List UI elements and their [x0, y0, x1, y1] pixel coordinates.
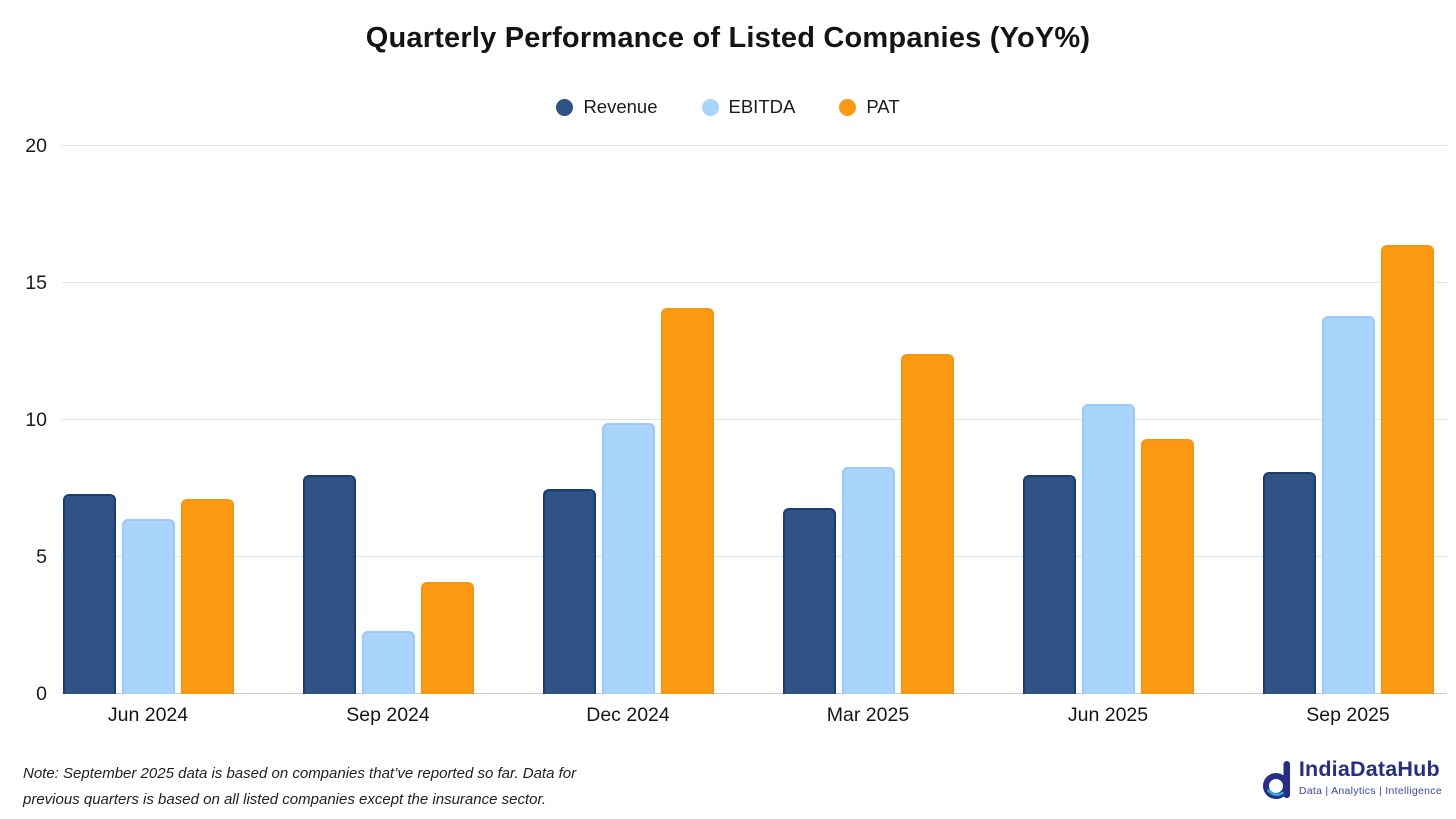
bar-pat-sep-2025	[1380, 244, 1434, 694]
bar-revenue-jun-2025	[1022, 474, 1076, 694]
chart-footnote: Note: September 2025 data is based on co…	[23, 761, 576, 813]
x-axis-tick-label-sep-2024: Sep 2024	[346, 704, 430, 726]
x-axis-tick-label-jun-2024: Jun 2024	[107, 704, 189, 726]
bar-ebitda-mar-2025	[841, 466, 895, 694]
plot-area: Jun 2024 Sep 2024 Dec 2024 Mar 2025 Jun 2025…	[62, 145, 1447, 726]
logo-name: IndiaDataHub	[1298, 757, 1440, 781]
logo-text: IndiaDataHub Data | Analytics | Intellig…	[1299, 757, 1442, 797]
bar-ebitda-jun-2025	[1081, 403, 1135, 694]
legend-item-pat: PAT	[839, 96, 900, 118]
legend-item-ebitda: EBITDA	[701, 96, 796, 118]
y-axis-tick-label-15: 15	[25, 272, 47, 294]
bar-revenue-mar-2025	[782, 507, 836, 694]
bar-pat-jun-2024	[180, 499, 234, 694]
bar-group-sep-2025: Sep 2025	[1262, 146, 1434, 726]
bar-pat-mar-2025	[900, 354, 954, 694]
pat-legend-dot-icon	[839, 98, 857, 116]
gridline-y-20	[62, 145, 1447, 146]
bar-ebitda-sep-2025	[1321, 315, 1375, 694]
logo-tagline: Data | Analytics | Intelligence	[1298, 785, 1442, 797]
bar-revenue-sep-2024	[302, 474, 356, 694]
bar-group-jun-2024: Jun 2024	[62, 146, 234, 726]
x-axis-tick-label-sep-2025: Sep 2025	[1306, 704, 1390, 726]
legend: Revenue EBITDA PAT	[0, 96, 1456, 118]
gridline-y-10	[62, 419, 1447, 420]
y-axis-labels: 0 5 10 15 20	[0, 135, 47, 705]
bar-ebitda-dec-2024	[601, 422, 655, 694]
y-axis-tick-label-0: 0	[36, 683, 47, 705]
bar-revenue-dec-2024	[542, 488, 596, 694]
chart-title: Quarterly Performance of Listed Companie…	[365, 22, 1091, 54]
bar-ebitda-sep-2024	[361, 630, 415, 694]
y-axis-tick-label-10: 10	[25, 409, 47, 431]
ebitda-legend-dot-icon	[701, 98, 719, 116]
x-axis-tick-label-dec-2024: Dec 2024	[586, 704, 670, 726]
x-axis-tick-label-jun-2025: Jun 2025	[1067, 704, 1149, 726]
x-axis-tick-label-mar-2025: Mar 2025	[826, 704, 910, 726]
y-axis-tick-label-20: 20	[25, 135, 47, 157]
gridline-y-5	[62, 556, 1447, 557]
legend-label-pat: PAT	[866, 96, 900, 117]
legend-item-revenue: Revenue	[556, 96, 658, 118]
footnote-line-1: Note: September 2025 data is based on co…	[23, 765, 577, 782]
bar-group-mar-2025: Mar 2025	[782, 146, 954, 726]
bar-revenue-sep-2025	[1262, 472, 1316, 694]
indiadatahub-logo-icon	[1262, 761, 1290, 799]
bar-ebitda-jun-2024	[121, 518, 175, 694]
bar-pat-sep-2024	[420, 581, 474, 694]
y-axis-tick-label-5: 5	[36, 546, 47, 568]
revenue-legend-dot-icon	[556, 98, 574, 116]
indiadatahub-logo: IndiaDataHub Data | Analytics | Intellig…	[1262, 757, 1442, 801]
legend-label-revenue: Revenue	[583, 96, 658, 117]
bar-revenue-jun-2024	[62, 493, 116, 694]
bar-group-sep-2024: Sep 2024	[302, 146, 474, 726]
bar-pat-dec-2024	[660, 307, 714, 694]
bar-pat-jun-2025	[1140, 439, 1194, 694]
bar-group-dec-2024: Dec 2024	[542, 146, 714, 726]
gridline-y-15	[62, 282, 1447, 283]
bar-group-jun-2025: Jun 2025	[1022, 146, 1194, 726]
x-axis-line	[62, 693, 1447, 694]
legend-label-ebitda: EBITDA	[728, 96, 796, 117]
footnote-line-2: previous quarters is based on all listed…	[23, 791, 547, 808]
